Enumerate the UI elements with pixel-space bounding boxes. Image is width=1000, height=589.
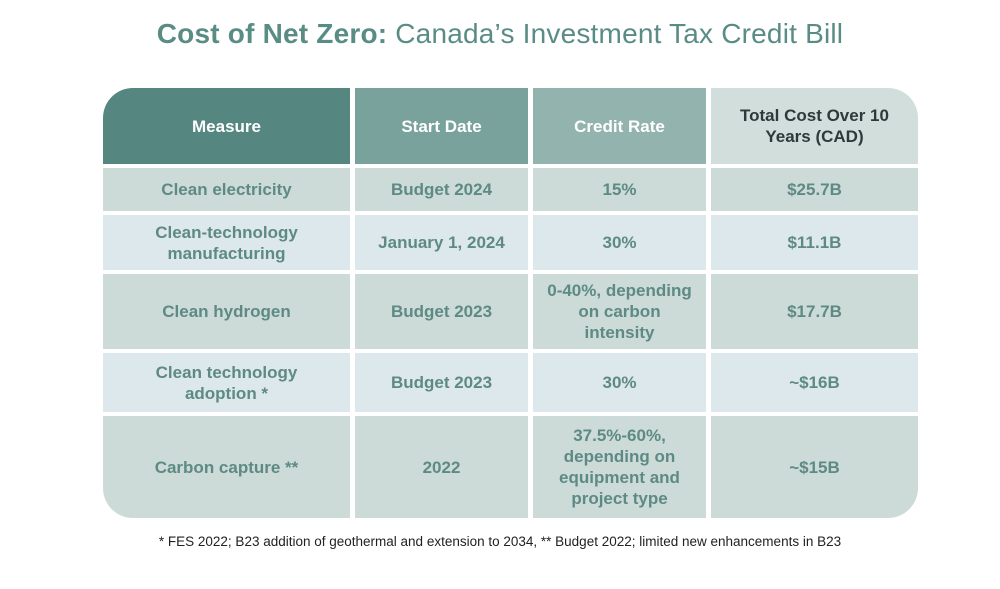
table-cell-text: ~$15B [789, 457, 840, 477]
table-cell-r1-c1: Clean electricity [103, 168, 350, 211]
header-cell-1: Measure [103, 88, 350, 164]
table-cell-r2-c4: $11.1B [711, 215, 918, 270]
table-cell-text: Clean technology adoption * [155, 362, 298, 403]
table-cell-text: $11.1B [787, 233, 842, 252]
table-cell-r5-c4: ~$15B [711, 416, 918, 518]
chart-title: Cost of Net Zero: Canada’s Investment Ta… [0, 18, 1000, 50]
footnote: * FES 2022; B23 addition of geothermal a… [158, 534, 842, 549]
title-bold: Cost of Net Zero: [156, 18, 388, 49]
table-cell-r4-c4: ~$16B [711, 353, 918, 412]
table-cell-text: Clean electricity [161, 180, 292, 199]
table-cell-text: Budget 2024 [390, 180, 493, 199]
table-cell-r1-c4: $25.7B [711, 168, 918, 211]
table-cell-r1-c3: 15% [533, 168, 706, 211]
table-cell-r2-c3: 30% [533, 215, 706, 270]
table-cell-text: Clean hydrogen [162, 302, 291, 321]
table-cell-text: Budget 2023 [390, 302, 493, 321]
table-cell-r5-c1: Carbon capture ** [103, 416, 350, 518]
table-cell-r3-c3: 0-40%, depending on carbon intensity [533, 274, 706, 349]
table-cell-text: ~$16B [789, 373, 840, 392]
table-cell-r4-c2: Budget 2023 [355, 353, 528, 412]
table-cell-text: Carbon capture ** [154, 457, 299, 477]
table-cell-r4-c3: 30% [533, 353, 706, 412]
table-cell-text: Clean-technology manufacturing [155, 222, 298, 263]
table-cell-text: 30% [602, 233, 637, 252]
table-cell-r2-c1: Clean-technology manufacturing [103, 215, 350, 270]
table-cell-r5-c3: 37.5%-60%, depending on equipment and pr… [533, 416, 706, 518]
cost-table: Measure Start Date Credit Rate Total Cost O… [103, 88, 918, 518]
table-cell-text: 37.5%-60%, depending on equipment and pr… [559, 426, 680, 508]
table-cell-r2-c2: January 1, 2024 [355, 215, 528, 270]
table-cell-text: 0-40%, depending on carbon intensity [547, 281, 692, 342]
table-cell-r5-c2: 2022 [355, 416, 528, 518]
table-cell-text: 2022 [422, 457, 461, 477]
table-cell-text: Budget 2023 [390, 373, 493, 392]
table-cell-r1-c2: Budget 2024 [355, 168, 528, 211]
table-cell-text: 15% [602, 180, 637, 199]
table-cell-text: $17.7B [787, 302, 842, 321]
table-cell-text: January 1, 2024 [378, 233, 505, 252]
header-cell-2: Start Date [355, 88, 528, 164]
table-cell-r3-c1: Clean hydrogen [103, 274, 350, 349]
table-cell-text: $25.7B [787, 180, 842, 199]
title-rest: Canada’s Investment Tax Credit Bill [387, 18, 844, 49]
table-cell-r3-c4: $17.7B [711, 274, 918, 349]
header-cell-4: Total Cost Over 10 Years (CAD) [711, 88, 918, 164]
header-cell-3: Credit Rate [533, 88, 706, 164]
table-cell-text: 30% [602, 373, 637, 392]
table-cell-r4-c1: Clean technology adoption * [103, 353, 350, 412]
table-cell-r3-c2: Budget 2023 [355, 274, 528, 349]
